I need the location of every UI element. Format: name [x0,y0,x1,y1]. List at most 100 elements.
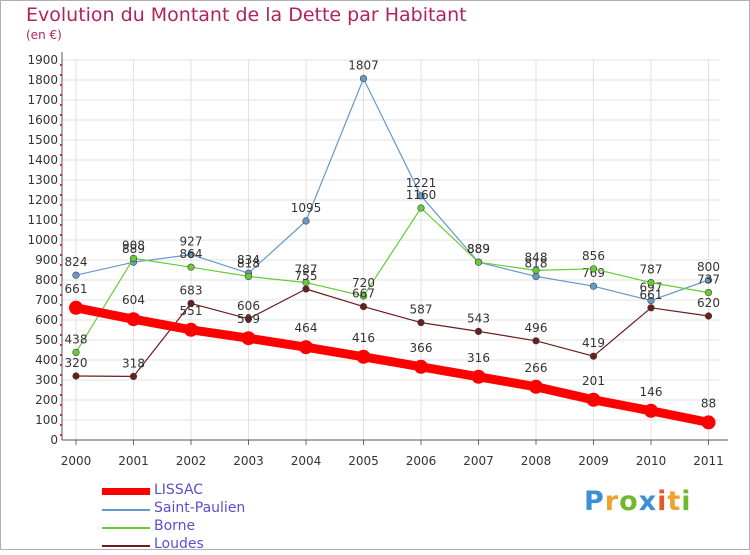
data-point-saint-paulien [417,192,425,200]
y-minor-tick [60,334,62,336]
y-tick-label: 1200 [27,193,58,207]
y-minor-tick [60,314,62,316]
data-point-saint-paulien [72,271,80,279]
data-point-lissac [69,300,83,315]
x-tick-label: 2008 [521,454,552,468]
data-point-borne [72,348,80,357]
data-point-loudes [72,372,80,380]
data-point-loudes [244,315,253,323]
data-point-loudes [532,337,540,345]
data-point-lissac [184,322,198,337]
data-point-saint-paulien [704,276,713,284]
data-label-lissac: 316 [467,351,490,365]
data-label-saint-paulien: 824 [65,255,88,269]
data-label-saint-paulien: 927 [180,235,203,249]
logo-letter: x [638,486,658,517]
data-label-loudes: 318 [122,356,145,370]
y-tick-label: 200 [35,393,58,407]
y-tick-label: 1600 [27,113,58,127]
data-point-loudes [589,352,598,360]
data-label-saint-paulien: 834 [237,253,260,267]
data-point-borne [244,272,253,281]
y-minor-tick [60,274,62,276]
data-point-lissac [529,379,543,394]
y-minor-tick [60,374,62,376]
data-label-borne: 908 [122,238,145,252]
x-tick-label: 2010 [636,454,667,468]
series-line-saint-paulien [75,77,710,302]
data-point-loudes [417,319,425,327]
y-minor-tick [60,94,62,96]
y-tick-label: 700 [35,293,58,307]
y-minor-tick [60,414,62,416]
logo-letter: t [667,486,682,517]
x-tick-label: 2005 [348,454,379,468]
y-minor-tick [60,64,62,66]
data-label-saint-paulien: 818 [525,256,548,270]
data-point-lissac [586,392,601,407]
y-tick-label: 400 [35,353,58,367]
logo-letter: P [584,486,605,517]
y-tick-label: 1900 [27,53,58,67]
logo-letter: o [619,486,639,517]
y-minor-tick [60,324,62,326]
y-minor-tick [60,74,62,76]
legend-item-saint-paulien: Saint-Paulien [102,500,302,519]
y-minor-tick [60,164,62,166]
data-label-loudes: 419 [582,336,605,350]
data-label-borne: 818 [237,256,260,270]
data-point-borne [532,266,540,275]
data-point-lissac [701,415,716,430]
data-point-saint-paulien [302,217,310,225]
x-tick-label: 2011 [693,454,724,468]
y-tick-label: 1000 [27,233,58,247]
y-tick-label: 1500 [27,133,58,147]
series-line-borne [75,207,710,353]
data-label-borne: 856 [582,249,605,263]
data-label-lissac: 509 [237,312,260,326]
data-label-borne: 720 [352,276,375,290]
data-label-lissac: 464 [295,321,318,335]
y-minor-tick [60,344,62,346]
data-label-loudes: 587 [410,303,433,317]
logo-letter: i [681,486,692,517]
chart-title: Evolution du Montant de la Dette par Hab… [26,4,467,26]
legend-item-borne: Borne [102,518,302,537]
data-point-borne [187,263,195,271]
data-point-loudes [129,372,138,381]
legend-item-loudes: Loudes [102,536,302,555]
data-label-borne: 1160 [406,188,437,202]
logo-letter: r [604,486,620,517]
data-label-saint-paulien: 889 [122,242,145,256]
legend-swatch-saint-paulien [102,509,150,511]
y-tick-label: 300 [35,373,58,387]
y-minor-tick [60,234,62,236]
legend-label-lissac: LISSAC [154,482,204,498]
data-label-lissac: 201 [582,374,605,388]
data-point-saint-paulien [359,74,368,83]
data-point-lissac [241,331,256,346]
data-label-loudes: 683 [180,283,203,297]
legend-swatch-loudes [102,545,150,547]
series-line-loudes [75,288,710,377]
y-minor-tick [60,184,62,186]
data-label-saint-paulien: 1221 [406,176,437,190]
data-point-lissac [644,403,658,418]
y-minor-tick [60,124,62,126]
data-label-borne: 864 [180,247,203,261]
y-minor-tick [60,354,62,356]
data-label-borne: 787 [295,263,318,277]
data-label-borne: 787 [640,263,663,277]
data-label-lissac: 88 [701,396,716,410]
data-point-lissac [471,369,486,384]
y-minor-tick [60,204,62,206]
data-point-borne [589,265,598,273]
x-tick-label: 2007 [463,454,494,468]
data-label-borne: 737 [697,273,720,287]
data-label-loudes: 667 [352,287,375,301]
y-minor-tick [60,254,62,256]
logo-letter: i [657,486,668,517]
data-label-lissac: 266 [525,361,548,375]
y-minor-tick [60,84,62,86]
data-point-borne [417,204,425,212]
